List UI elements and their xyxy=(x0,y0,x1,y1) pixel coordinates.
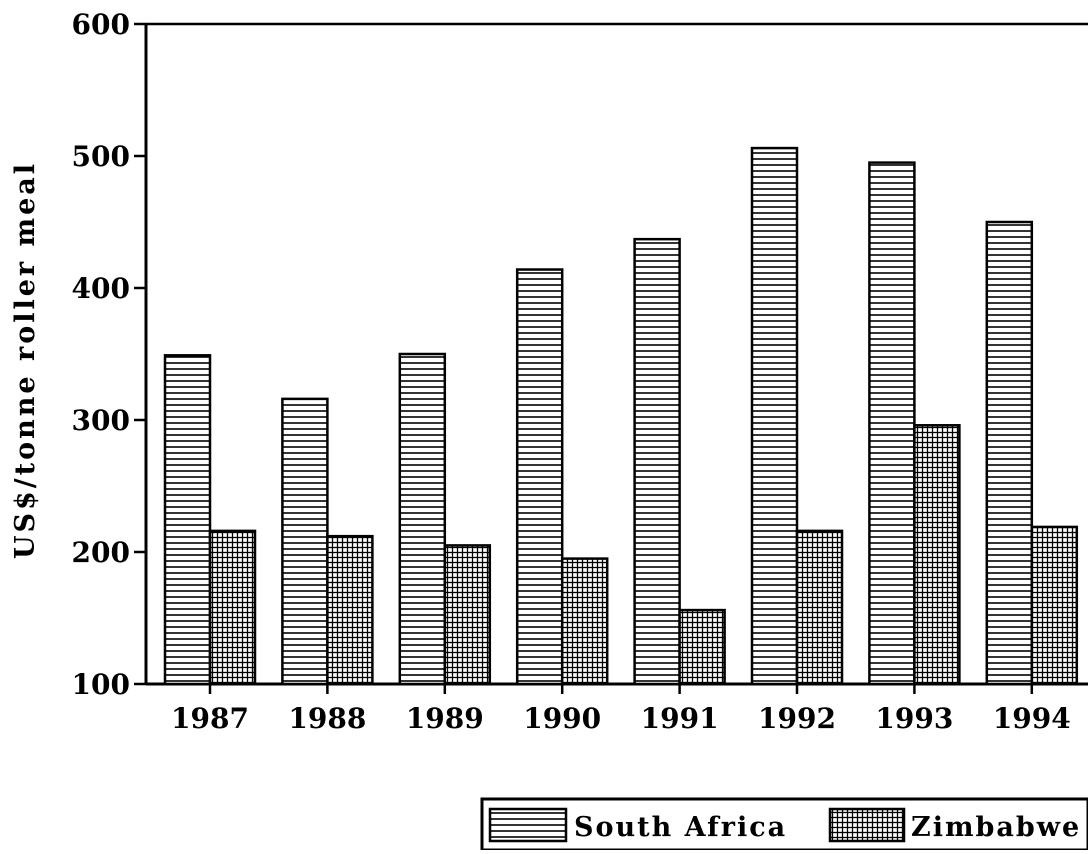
legend-swatch-south-africa xyxy=(488,807,568,843)
bar-south-africa-1993 xyxy=(868,161,916,686)
bar-zimbabwe-1989 xyxy=(443,544,492,686)
x-tick-label: 1988 xyxy=(288,702,366,735)
bar-south-africa-1990 xyxy=(515,268,564,686)
y-tick-label: 600 xyxy=(72,8,130,41)
x-axis-labels: 1987 1988 1989 1990 1991 1992 1993 1994 xyxy=(171,684,1071,735)
x-tick-label: 1989 xyxy=(406,702,484,735)
y-tick-label: 500 xyxy=(72,140,130,173)
x-tick-label: 1991 xyxy=(641,702,719,735)
y-tick-label: 300 xyxy=(72,404,130,437)
y-tick-label: 200 xyxy=(72,536,130,569)
bar-south-africa-1987 xyxy=(163,354,212,686)
legend-label-zimbabwe: Zimbabwe xyxy=(911,812,1081,843)
x-tick-label: 1987 xyxy=(171,702,249,735)
y-tick-label: 100 xyxy=(72,668,130,701)
bars xyxy=(163,146,1079,686)
x-tick-label: 1994 xyxy=(993,702,1071,735)
x-tick-label: 1993 xyxy=(875,702,953,735)
x-tick-label: 1990 xyxy=(523,702,601,735)
bar-south-africa-1991 xyxy=(633,237,681,686)
bar-zimbabwe-1988 xyxy=(326,534,374,686)
bar-south-africa-1988 xyxy=(281,397,329,686)
bar-zimbabwe-1987 xyxy=(208,529,257,686)
x-tick-label: 1992 xyxy=(758,702,836,735)
bar-south-africa-1992 xyxy=(750,146,799,686)
bar-zimbabwe-1994 xyxy=(1030,525,1079,686)
y-axis-ticks: 100 200 300 400 500 600 xyxy=(72,8,146,701)
bar-zimbabwe-1990 xyxy=(560,557,609,686)
legend-box xyxy=(480,797,1088,852)
bar-zimbabwe-1993 xyxy=(913,424,961,686)
y-tick-label: 400 xyxy=(72,272,130,305)
legend: South Africa Zimbabwe xyxy=(480,797,1088,852)
legend-swatch-zimbabwe xyxy=(828,807,906,843)
y-axis-title: US$/tonne roller meal xyxy=(10,161,41,559)
bar-south-africa-1994 xyxy=(985,220,1034,686)
bar-zimbabwe-1992 xyxy=(795,529,844,686)
bar-zimbabwe-1991 xyxy=(678,608,726,686)
bar-south-africa-1989 xyxy=(398,352,447,686)
legend-label-south-africa: South Africa xyxy=(574,812,787,843)
